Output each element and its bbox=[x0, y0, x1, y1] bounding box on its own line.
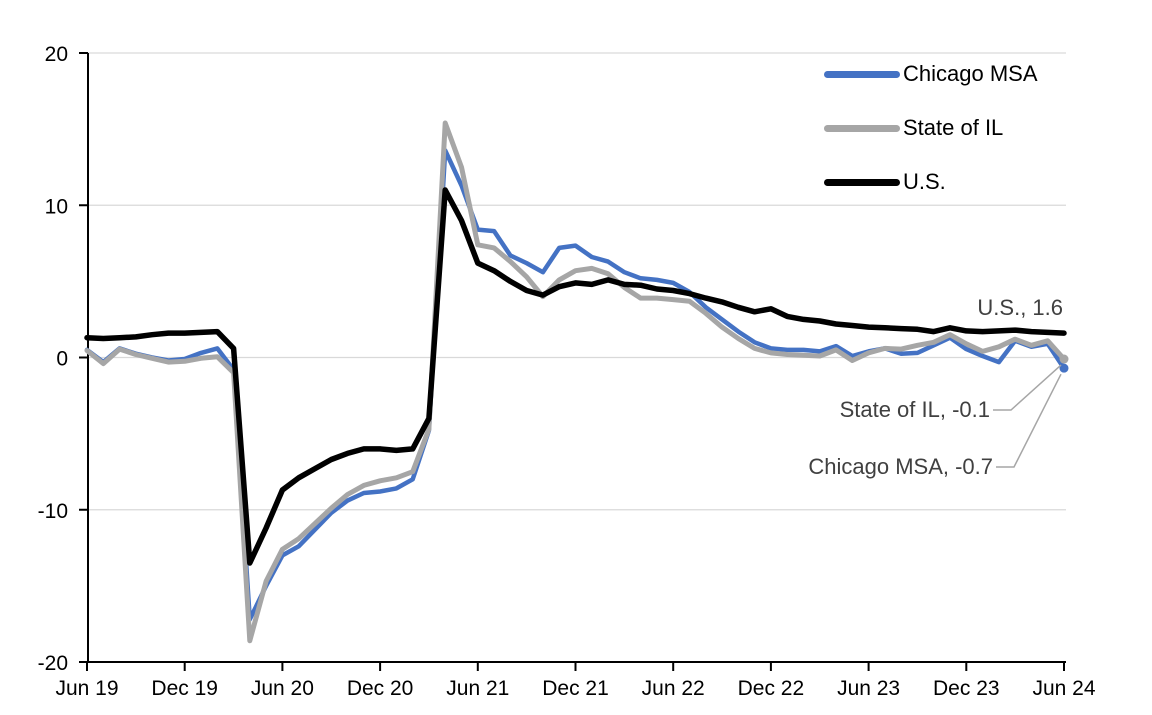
series-end-marker-state-of-il bbox=[1059, 354, 1069, 364]
series-end-marker-chicago-msa bbox=[1059, 363, 1069, 373]
x-axis-label: Jun 20 bbox=[251, 677, 314, 700]
y-axis-label: 10 bbox=[45, 195, 68, 218]
x-axis-label: Jun 21 bbox=[446, 677, 509, 700]
legend-item-state-of-il: State of IL bbox=[824, 101, 1038, 155]
legend-label: U.S. bbox=[903, 169, 946, 194]
x-axis-label: Dec 23 bbox=[933, 677, 1000, 700]
legend-label: Chicago MSA bbox=[903, 61, 1038, 86]
x-axis-label: Dec 21 bbox=[542, 677, 609, 700]
x-axis-label: Jun 23 bbox=[837, 677, 900, 700]
annotation-chicago-msa: Chicago MSA, -0.7 bbox=[808, 454, 993, 479]
annotation-state-of-il: State of IL, -0.1 bbox=[839, 397, 990, 422]
x-axis-label: Jun 19 bbox=[55, 677, 118, 700]
legend-swatch-chicago-msa bbox=[824, 70, 900, 78]
legend: Chicago MSA State of IL U.S. bbox=[824, 47, 1038, 209]
y-axis-label: -10 bbox=[38, 500, 68, 523]
y-axis-label: 0 bbox=[56, 348, 68, 371]
legend-item-u-s: U.S. bbox=[824, 155, 1038, 209]
series-line-u-s bbox=[84, 187, 1067, 566]
x-axis-label: Jun 24 bbox=[1032, 677, 1095, 700]
series-line-state-of-il bbox=[84, 120, 1067, 644]
y-axis-label: -20 bbox=[38, 652, 68, 675]
y-axis-label: 20 bbox=[45, 43, 68, 66]
x-axis-label: Dec 19 bbox=[151, 677, 218, 700]
annotation-leader-chicago-msa bbox=[996, 373, 1062, 468]
x-axis-label: Dec 22 bbox=[738, 677, 805, 700]
legend-label: State of IL bbox=[903, 115, 1004, 140]
x-axis-label: Jun 22 bbox=[642, 677, 705, 700]
legend-item-chicago-msa: Chicago MSA bbox=[824, 47, 1038, 101]
legend-swatch-state-of-il bbox=[824, 124, 900, 132]
x-axis-label: Dec 20 bbox=[347, 677, 414, 700]
legend-swatch-u-s bbox=[824, 178, 900, 186]
annotation-leader-state-of-il bbox=[993, 364, 1062, 411]
annotation-us: U.S., 1.6 bbox=[977, 295, 1063, 320]
